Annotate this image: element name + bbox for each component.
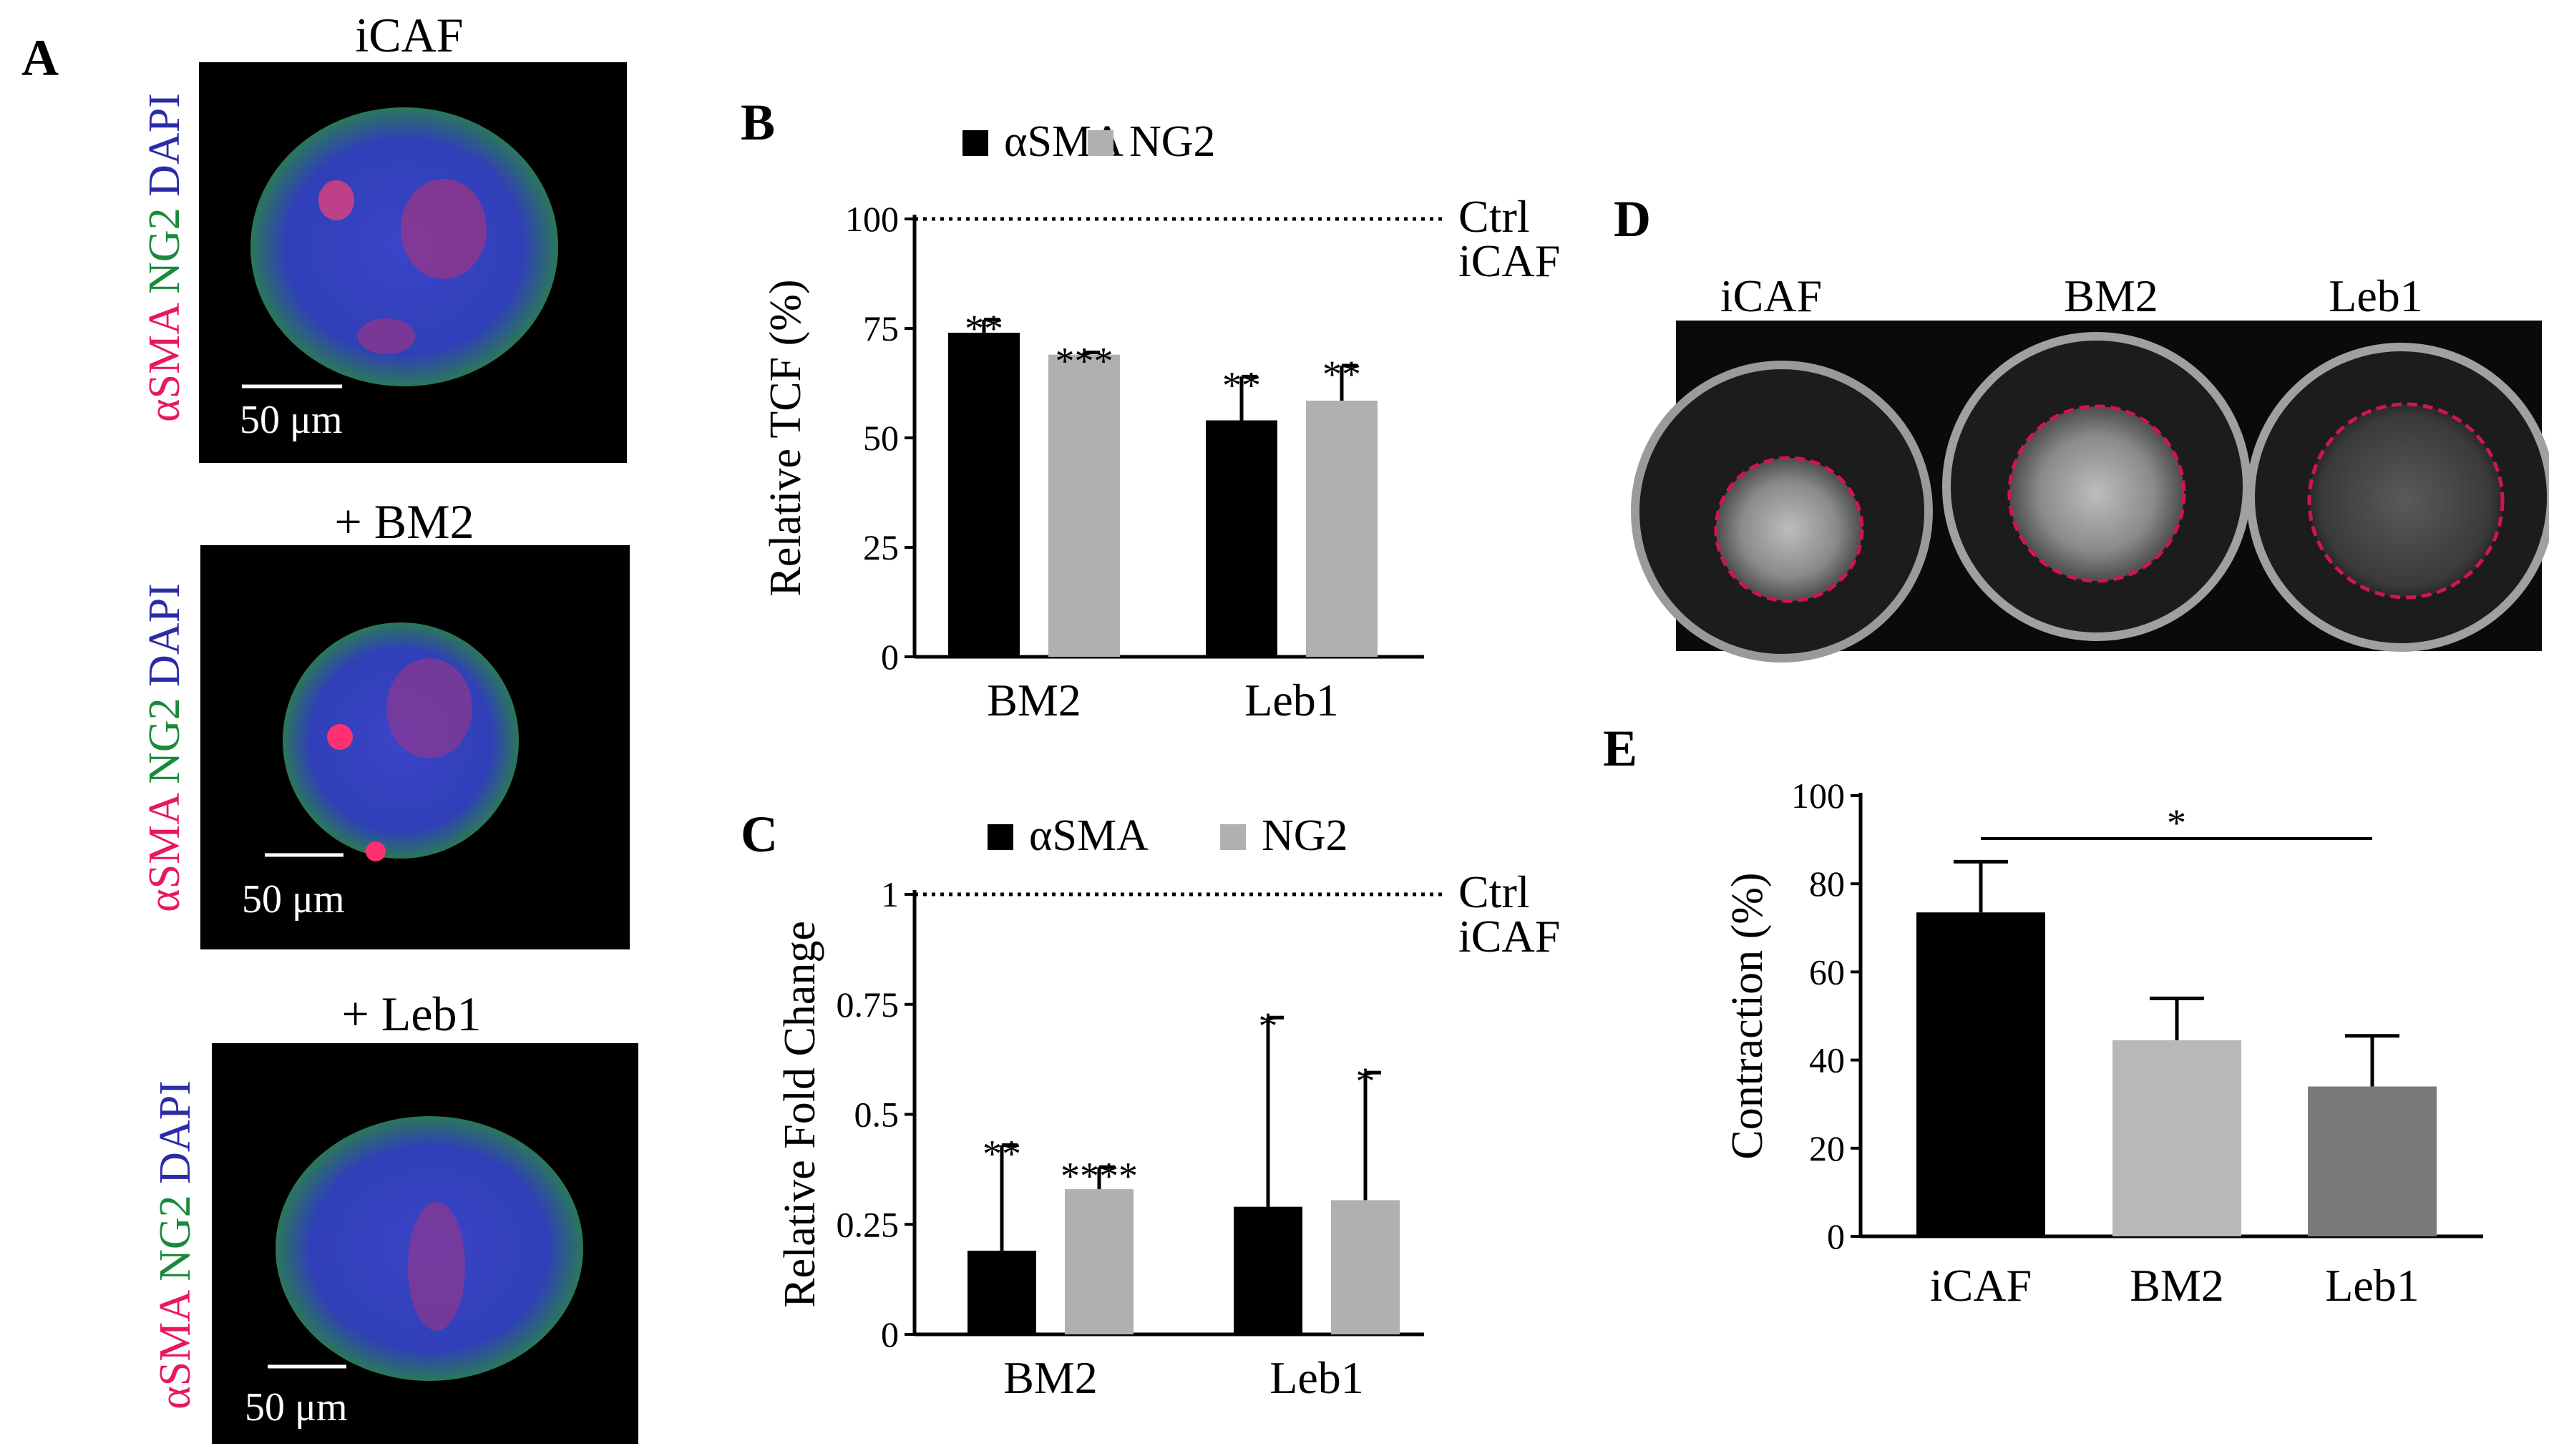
- y-tick-label: 80: [1809, 864, 1845, 904]
- svg-text:50 μm: 50 μm: [240, 398, 343, 442]
- micrograph-bm2: [200, 545, 630, 949]
- reference-label: Ctrl: [1458, 191, 1530, 242]
- bar-αSMA-Leb1: [1206, 420, 1277, 657]
- y-tick-label: 0: [881, 637, 899, 677]
- legend-label: αSMA: [1029, 811, 1149, 860]
- y-tick-label: 60: [1809, 952, 1845, 992]
- reference-label: iCAF: [1458, 911, 1560, 962]
- x-tick-label: BM2: [987, 675, 1081, 725]
- bar-BM2: [2112, 1040, 2241, 1236]
- x-tick-label: BM2: [2130, 1260, 2224, 1311]
- y-tick-label: 25: [863, 527, 899, 567]
- significance-stars: ****: [1061, 1154, 1138, 1197]
- significance-stars: **: [965, 307, 1003, 350]
- y-tick-label: 0: [881, 1314, 899, 1354]
- stain-ng2: NG2: [140, 687, 189, 784]
- micrograph-leb1: [212, 1043, 638, 1444]
- svg-text:50 μm: 50 μm: [245, 1385, 348, 1430]
- y-tick-label: 1: [881, 874, 899, 914]
- significance-star: *: [2167, 801, 2186, 844]
- stain-alpha: αSMA: [140, 784, 189, 912]
- panel-label-a: A: [21, 29, 59, 87]
- significance-stars: *: [1259, 1005, 1278, 1047]
- stain-dapi: DAPI: [140, 93, 189, 197]
- bar-NG2-BM2: [1048, 354, 1120, 657]
- scale-bar-bm2: 50 μm: [242, 853, 345, 922]
- chart-e: 0 20 40 60 80 100 Contraction (%) iCAF BM2 Leb1 *: [1723, 776, 2483, 1311]
- bar-iCAF: [1916, 912, 2045, 1236]
- stain-label-3: αSMA NG2 DAPI: [151, 1080, 200, 1409]
- stain-dapi: DAPI: [140, 583, 189, 687]
- micrograph-title-icaf: iCAF: [355, 8, 463, 62]
- x-tick-label: iCAF: [1930, 1260, 2032, 1311]
- significance-stars: **: [1322, 353, 1361, 396]
- legend-swatch: [1088, 130, 1113, 156]
- significance-stars: ***: [1056, 340, 1113, 383]
- stain-alpha: αSMA: [151, 1281, 200, 1409]
- legend-swatch: [962, 130, 988, 156]
- svg-text:50 μm: 50 μm: [242, 877, 345, 922]
- x-tick-label: BM2: [1003, 1352, 1098, 1403]
- x-tick-label: Leb1: [1269, 1352, 1364, 1403]
- y-tick-label: 0.75: [837, 984, 900, 1025]
- y-tick-label: 0.25: [837, 1204, 900, 1244]
- bar-αSMA-BM2: [948, 333, 1020, 657]
- y-axis-title: Relative Fold Change: [776, 921, 824, 1308]
- significance-stars: *: [1356, 1060, 1375, 1103]
- bar-NG2-BM2: [1065, 1189, 1134, 1334]
- stain-label-2: αSMA NG2 DAPI: [140, 583, 189, 912]
- scale-bar-icaf: 50 μm: [240, 384, 343, 442]
- reference-label: Ctrl: [1458, 866, 1530, 917]
- legend-label: NG2: [1129, 117, 1216, 166]
- scale-bar-leb1: 50 μm: [245, 1364, 348, 1430]
- y-axis-title: Contraction (%): [1723, 872, 1772, 1159]
- micrograph-title-bm2: + BM2: [334, 494, 474, 549]
- y-tick-label: 0: [1827, 1216, 1845, 1256]
- stain-dapi: DAPI: [151, 1080, 200, 1184]
- y-tick-label: 100: [845, 199, 899, 239]
- panel-label-c: C: [741, 806, 778, 863]
- stain-ng2: NG2: [140, 197, 189, 294]
- x-tick-label: Leb1: [1244, 675, 1339, 725]
- y-tick-label: 75: [863, 308, 899, 348]
- y-tick-label: 20: [1809, 1128, 1845, 1168]
- stain-label-1: αSMA NG2 DAPI: [140, 93, 189, 422]
- y-tick-label: 0.5: [854, 1095, 900, 1135]
- well-label-icaf: iCAF: [1720, 270, 1822, 321]
- bar-αSMA-BM2: [968, 1251, 1036, 1334]
- significance-stars: **: [1222, 363, 1261, 406]
- legend-label: NG2: [1262, 811, 1348, 860]
- stain-alpha: αSMA: [140, 294, 189, 422]
- x-tick-label: Leb1: [2325, 1260, 2419, 1311]
- chart-c: 0 0.25 0.5 0.75 1 Relative Fold Change CtrliCA…: [776, 811, 1560, 1403]
- micrograph-title-leb1: + Leb1: [341, 987, 481, 1041]
- legend-swatch: [1220, 824, 1246, 850]
- stain-ng2: NG2: [151, 1184, 200, 1281]
- y-tick-label: 100: [1791, 776, 1845, 816]
- micrograph-icaf: [199, 62, 627, 463]
- bar-NG2-Leb1: [1306, 400, 1378, 657]
- well-label-bm2: BM2: [2064, 270, 2158, 321]
- y-tick-label: 50: [863, 418, 899, 458]
- panel-label-e: E: [1603, 720, 1637, 777]
- bar-NG2-Leb1: [1331, 1200, 1400, 1334]
- legend-swatch: [988, 824, 1013, 850]
- reference-label: iCAF: [1458, 235, 1560, 286]
- significance-stars: **: [983, 1133, 1021, 1176]
- y-axis-title: Relative TCF (%): [761, 279, 810, 596]
- y-tick-label: 40: [1809, 1040, 1845, 1080]
- bar-Leb1: [2308, 1086, 2437, 1236]
- bar-αSMA-Leb1: [1234, 1206, 1302, 1334]
- panel-label-b: B: [741, 94, 775, 151]
- panel-label-d: D: [1614, 190, 1651, 248]
- gel-contraction-photo: [1631, 321, 2549, 663]
- well-label-leb1: Leb1: [2329, 270, 2423, 321]
